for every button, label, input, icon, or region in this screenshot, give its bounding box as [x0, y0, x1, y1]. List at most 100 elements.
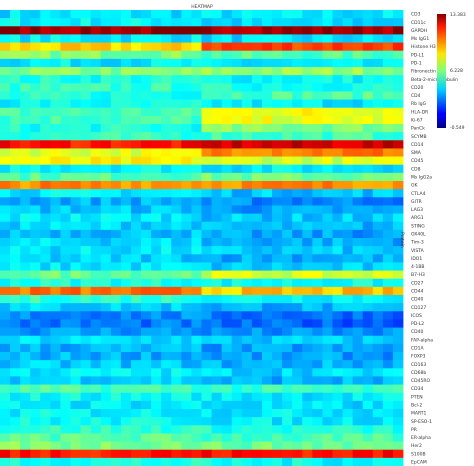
heatmap-cell — [302, 189, 313, 198]
heatmap-cell — [130, 425, 142, 434]
heatmap-cell — [0, 18, 11, 27]
heatmap-cell — [312, 124, 323, 133]
heatmap-cell — [241, 286, 253, 296]
heatmap-cell — [292, 238, 303, 247]
heatmap-cell — [372, 181, 384, 190]
heatmap-cell — [292, 132, 303, 141]
heatmap-cell — [141, 343, 152, 353]
heatmap-cell — [372, 197, 384, 206]
heatmap-cell — [241, 254, 253, 263]
heatmap-cell — [382, 335, 394, 345]
heatmap-cell — [382, 352, 394, 361]
heatmap-cell — [60, 295, 71, 304]
heatmap-cell — [100, 58, 112, 68]
heatmap-cell — [302, 278, 313, 288]
heatmap-cell — [181, 132, 192, 141]
heatmap-cell — [40, 457, 51, 466]
heatmap-cell — [181, 58, 192, 68]
colorbar-min-label: -0.549 — [450, 125, 465, 131]
heatmap-cell — [181, 392, 192, 402]
heatmap-cell — [322, 221, 333, 231]
heatmap-cell — [70, 132, 81, 141]
heatmap-cell — [70, 376, 81, 385]
heatmap-cell — [161, 181, 172, 190]
heatmap-cell — [332, 311, 343, 320]
heatmap-cell — [110, 99, 122, 109]
heatmap-cell — [100, 392, 112, 402]
heatmap-cell — [261, 75, 273, 84]
heatmap-cell — [292, 352, 303, 361]
heatmap-cell — [161, 221, 172, 231]
heatmap-cell — [10, 181, 21, 190]
heatmap-cell — [382, 140, 394, 149]
heatmap-cell — [272, 164, 283, 174]
heatmap-cell — [50, 409, 61, 418]
row-label: GK — [411, 183, 418, 189]
heatmap-cell — [100, 156, 112, 166]
heatmap-cell — [221, 417, 233, 426]
heatmap-cell — [251, 26, 263, 35]
heatmap-cell — [342, 400, 354, 410]
heatmap-cell — [191, 67, 202, 76]
heatmap-cell — [80, 286, 92, 296]
heatmap-cell — [30, 26, 41, 35]
heatmap-cell — [362, 99, 374, 109]
heatmap-cell — [372, 441, 384, 451]
heatmap-cell — [342, 278, 354, 288]
heatmap-cell — [191, 400, 202, 410]
row-label: PanCk — [411, 126, 425, 132]
heatmap-cell — [312, 42, 323, 52]
heatmap-cell — [382, 425, 394, 434]
heatmap-cell — [20, 67, 31, 76]
heatmap-cell — [90, 335, 102, 345]
heatmap-cell — [372, 352, 384, 361]
heatmap-cell — [342, 246, 354, 255]
heatmap-cell — [241, 270, 253, 280]
heatmap-cell — [302, 360, 313, 369]
heatmap-cell — [171, 124, 182, 133]
heatmap-cell — [312, 327, 323, 337]
heatmap-cell — [282, 286, 293, 296]
heatmap-cell — [30, 433, 41, 442]
heatmap-cell — [50, 335, 61, 345]
heatmap-cell — [110, 360, 122, 369]
heatmap-cell — [211, 67, 223, 76]
heatmap-cell — [322, 148, 333, 157]
heatmap-cell — [282, 327, 293, 337]
heatmap-cell — [20, 42, 31, 52]
heatmap-cell — [100, 433, 112, 442]
heatmap-cell — [90, 376, 102, 385]
heatmap-cell — [332, 278, 343, 288]
heatmap-cell — [141, 376, 152, 385]
heatmap-cell — [110, 409, 122, 418]
heatmap-cell — [201, 205, 212, 214]
heatmap-cell — [0, 107, 11, 117]
heatmap-cell — [50, 115, 61, 125]
heatmap-cell — [342, 417, 354, 426]
heatmap-cell — [10, 352, 21, 361]
row-label: Ms IgG2a — [411, 175, 432, 181]
heatmap-cell — [171, 172, 182, 182]
heatmap-cell — [261, 392, 273, 402]
heatmap-cell — [161, 270, 172, 280]
heatmap-cell — [322, 262, 333, 271]
heatmap-cell — [30, 262, 41, 271]
heatmap-cell — [282, 181, 293, 190]
heatmap-cell — [261, 254, 273, 263]
heatmap-cell — [282, 99, 293, 109]
heatmap-cell — [241, 295, 253, 304]
heatmap-cell — [201, 295, 212, 304]
heatmap-cell — [302, 197, 313, 206]
heatmap-cell — [191, 26, 202, 35]
heatmap-cell — [30, 34, 41, 43]
heatmap-cell — [362, 262, 374, 271]
heatmap-cell — [191, 270, 202, 280]
heatmap-cell — [171, 99, 182, 109]
heatmap-cell — [191, 83, 202, 92]
heatmap-cell — [151, 172, 162, 182]
heatmap-cell — [10, 148, 21, 157]
heatmap-cell — [261, 286, 273, 296]
heatmap-cell — [60, 327, 71, 337]
heatmap-cell — [181, 213, 192, 223]
heatmap-cell — [292, 311, 303, 320]
